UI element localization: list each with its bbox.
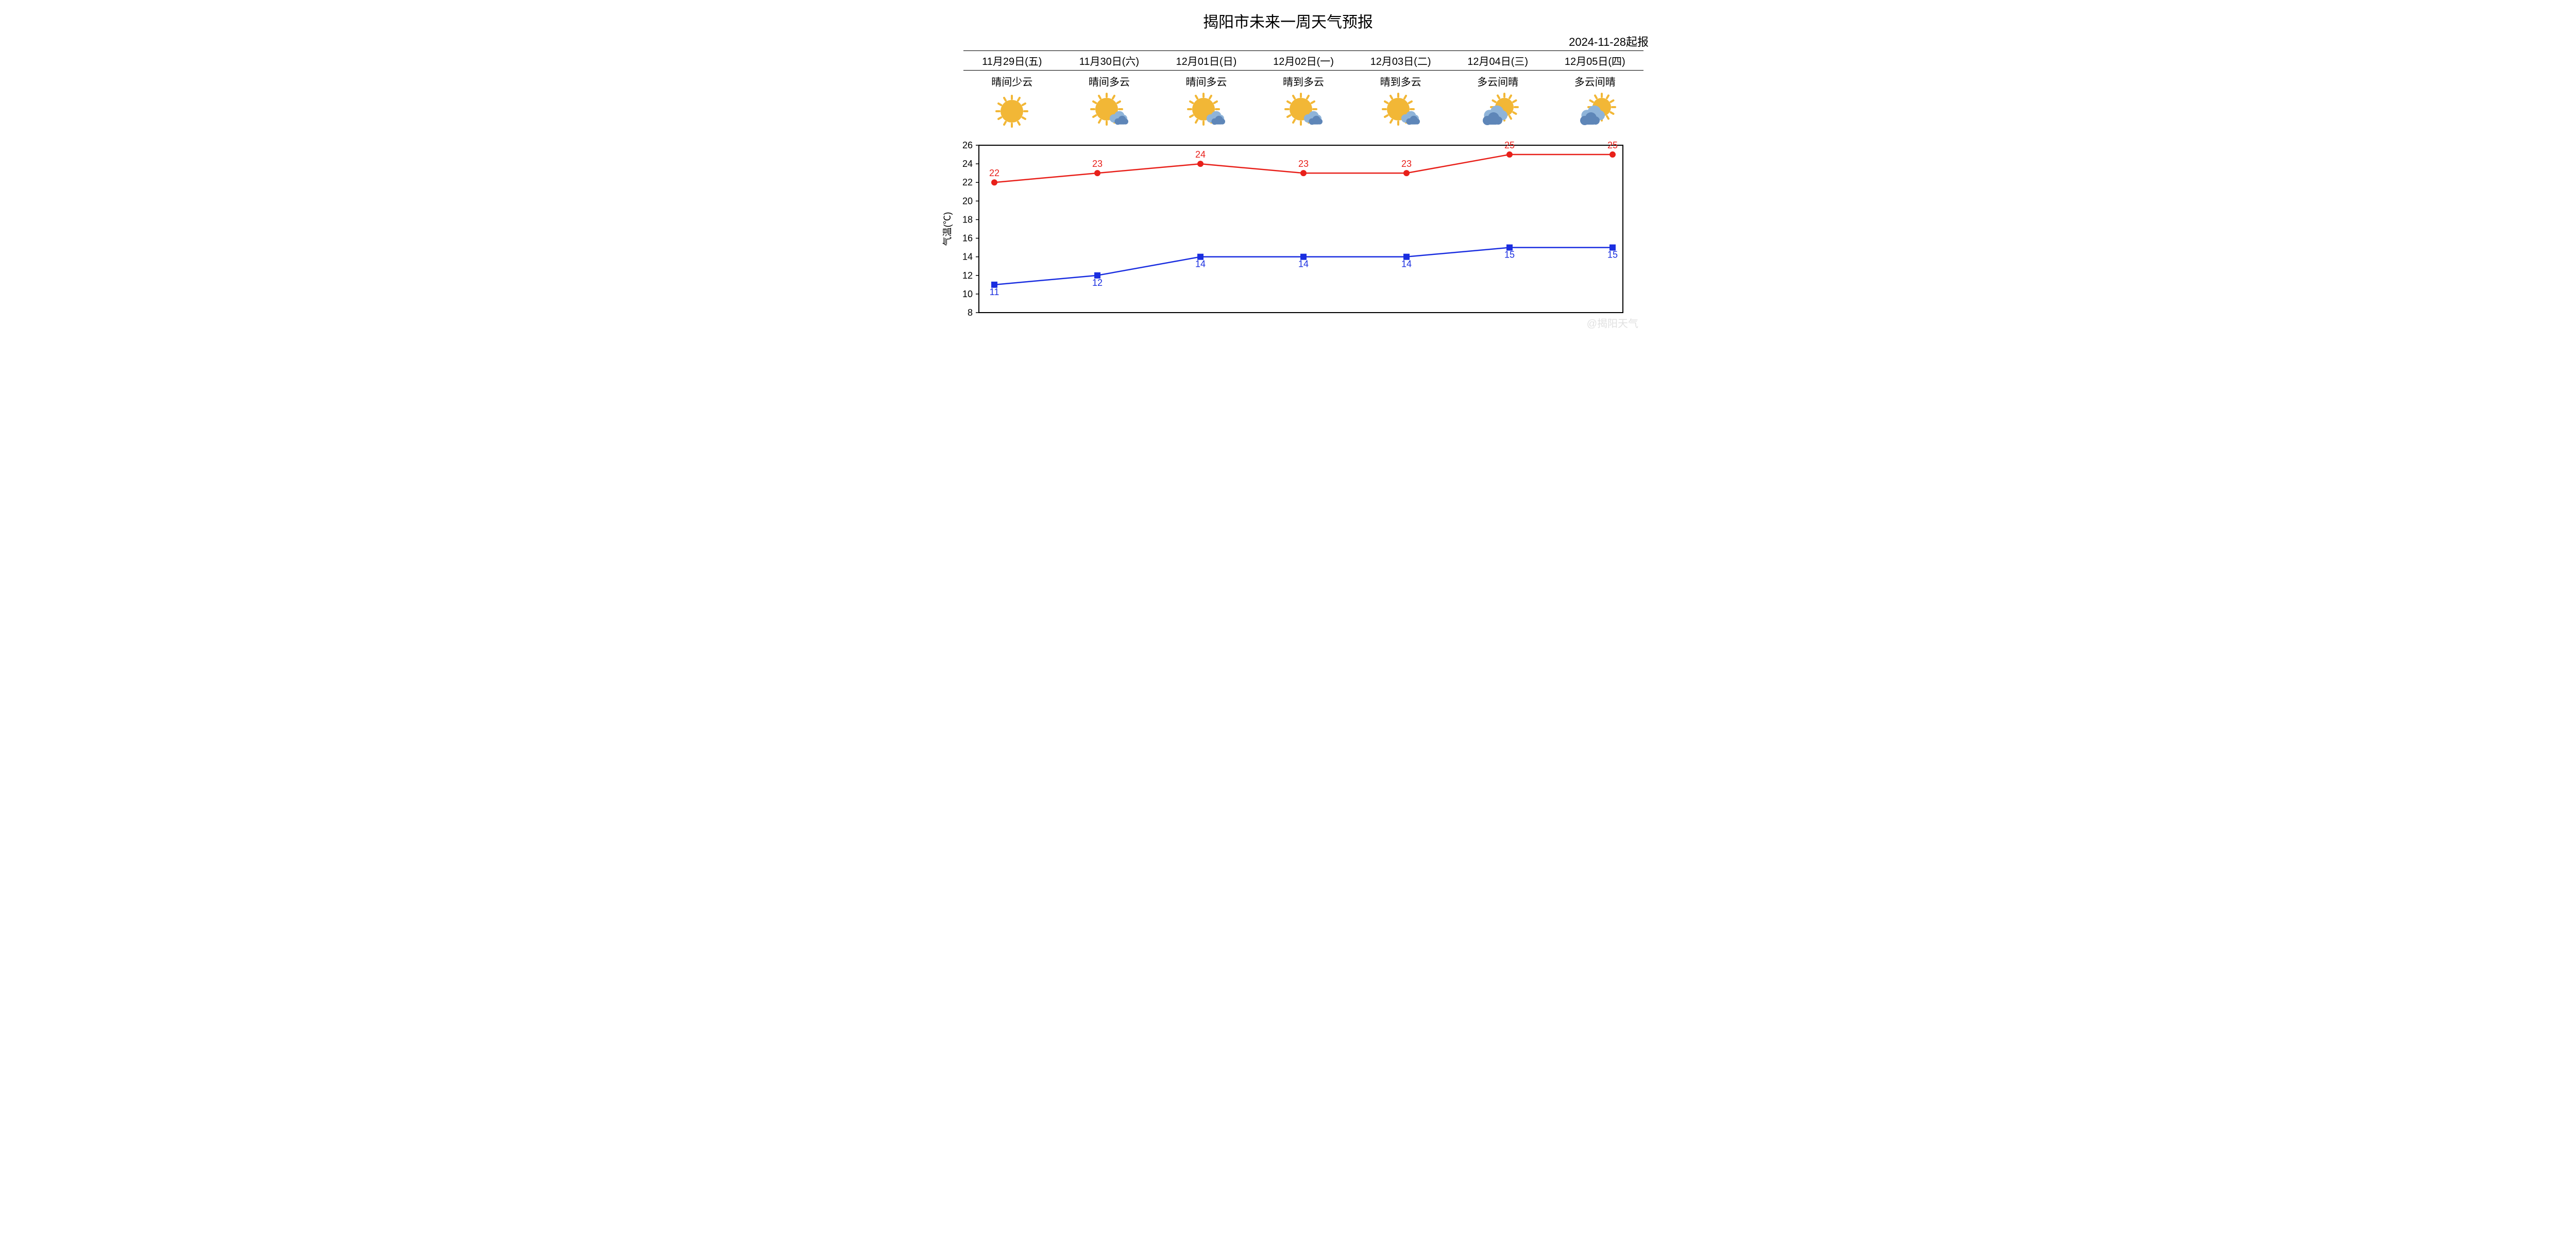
icon-row <box>963 93 1643 130</box>
condition-cell: 晴间多云 <box>1061 74 1158 89</box>
svg-text:25: 25 <box>1607 140 1618 150</box>
date-cell: 12月04日(三) <box>1449 51 1547 70</box>
svg-text:12: 12 <box>962 270 973 281</box>
svg-text:22: 22 <box>989 168 999 178</box>
svg-text:23: 23 <box>1401 159 1412 169</box>
date-cell: 11月30日(六) <box>1061 51 1158 70</box>
weather-icon <box>1352 93 1449 130</box>
weather-icon <box>1546 93 1643 130</box>
svg-text:22: 22 <box>962 177 973 187</box>
svg-text:25: 25 <box>1504 140 1515 150</box>
svg-text:24: 24 <box>1195 149 1206 160</box>
condition-cell: 晴间多云 <box>1158 74 1255 89</box>
condition-cell: 晴到多云 <box>1352 74 1449 89</box>
svg-text:24: 24 <box>962 159 973 169</box>
svg-text:15: 15 <box>1504 250 1515 260</box>
weather-icon <box>1061 93 1158 130</box>
weather-icon <box>963 93 1061 130</box>
svg-text:14: 14 <box>962 252 973 262</box>
svg-text:16: 16 <box>962 233 973 244</box>
date-cell: 12月02日(一) <box>1255 51 1352 70</box>
date-cell: 12月01日(日) <box>1158 51 1255 70</box>
temperature-chart: 8 10 12 14 16 18 20 22 24 26 气温(℃) 22 23 24 23 23 25 25 11… <box>933 135 1633 331</box>
svg-text:15: 15 <box>1607 250 1618 260</box>
weather-icon <box>1158 93 1255 130</box>
svg-text:11: 11 <box>990 287 999 297</box>
svg-text:18: 18 <box>962 214 973 225</box>
svg-text:14: 14 <box>1195 259 1206 269</box>
date-cell: 12月03日(二) <box>1352 51 1449 70</box>
date-cell: 11月29日(五) <box>963 51 1061 70</box>
condition-row: 晴间少云晴间多云晴间多云晴到多云晴到多云多云间晴多云间晴 <box>963 74 1643 89</box>
watermark: @揭阳天气 <box>1587 315 1638 330</box>
svg-text:12: 12 <box>1092 278 1103 288</box>
weather-icon <box>1255 93 1352 130</box>
svg-text:20: 20 <box>962 196 973 206</box>
svg-text:气温(℃): 气温(℃) <box>942 212 953 246</box>
svg-text:8: 8 <box>968 307 973 318</box>
condition-cell: 晴到多云 <box>1255 74 1352 89</box>
condition-cell: 多云间晴 <box>1546 74 1643 89</box>
date-header-row: 11月29日(五)11月30日(六)12月01日(日)12月02日(一)12月0… <box>963 50 1643 71</box>
svg-text:14: 14 <box>1298 259 1309 269</box>
svg-text:10: 10 <box>962 289 973 299</box>
svg-text:23: 23 <box>1092 159 1103 169</box>
svg-text:23: 23 <box>1298 159 1309 169</box>
condition-cell: 多云间晴 <box>1449 74 1547 89</box>
issued-date: 2024-11-28起报 <box>917 33 1649 49</box>
date-cell: 12月05日(四) <box>1546 51 1643 70</box>
page-title: 揭阳市未来一周天气预报 <box>917 9 1659 32</box>
svg-text:26: 26 <box>962 140 973 150</box>
svg-text:14: 14 <box>1401 259 1412 269</box>
weather-icon <box>1449 93 1547 130</box>
condition-cell: 晴间少云 <box>963 74 1061 89</box>
